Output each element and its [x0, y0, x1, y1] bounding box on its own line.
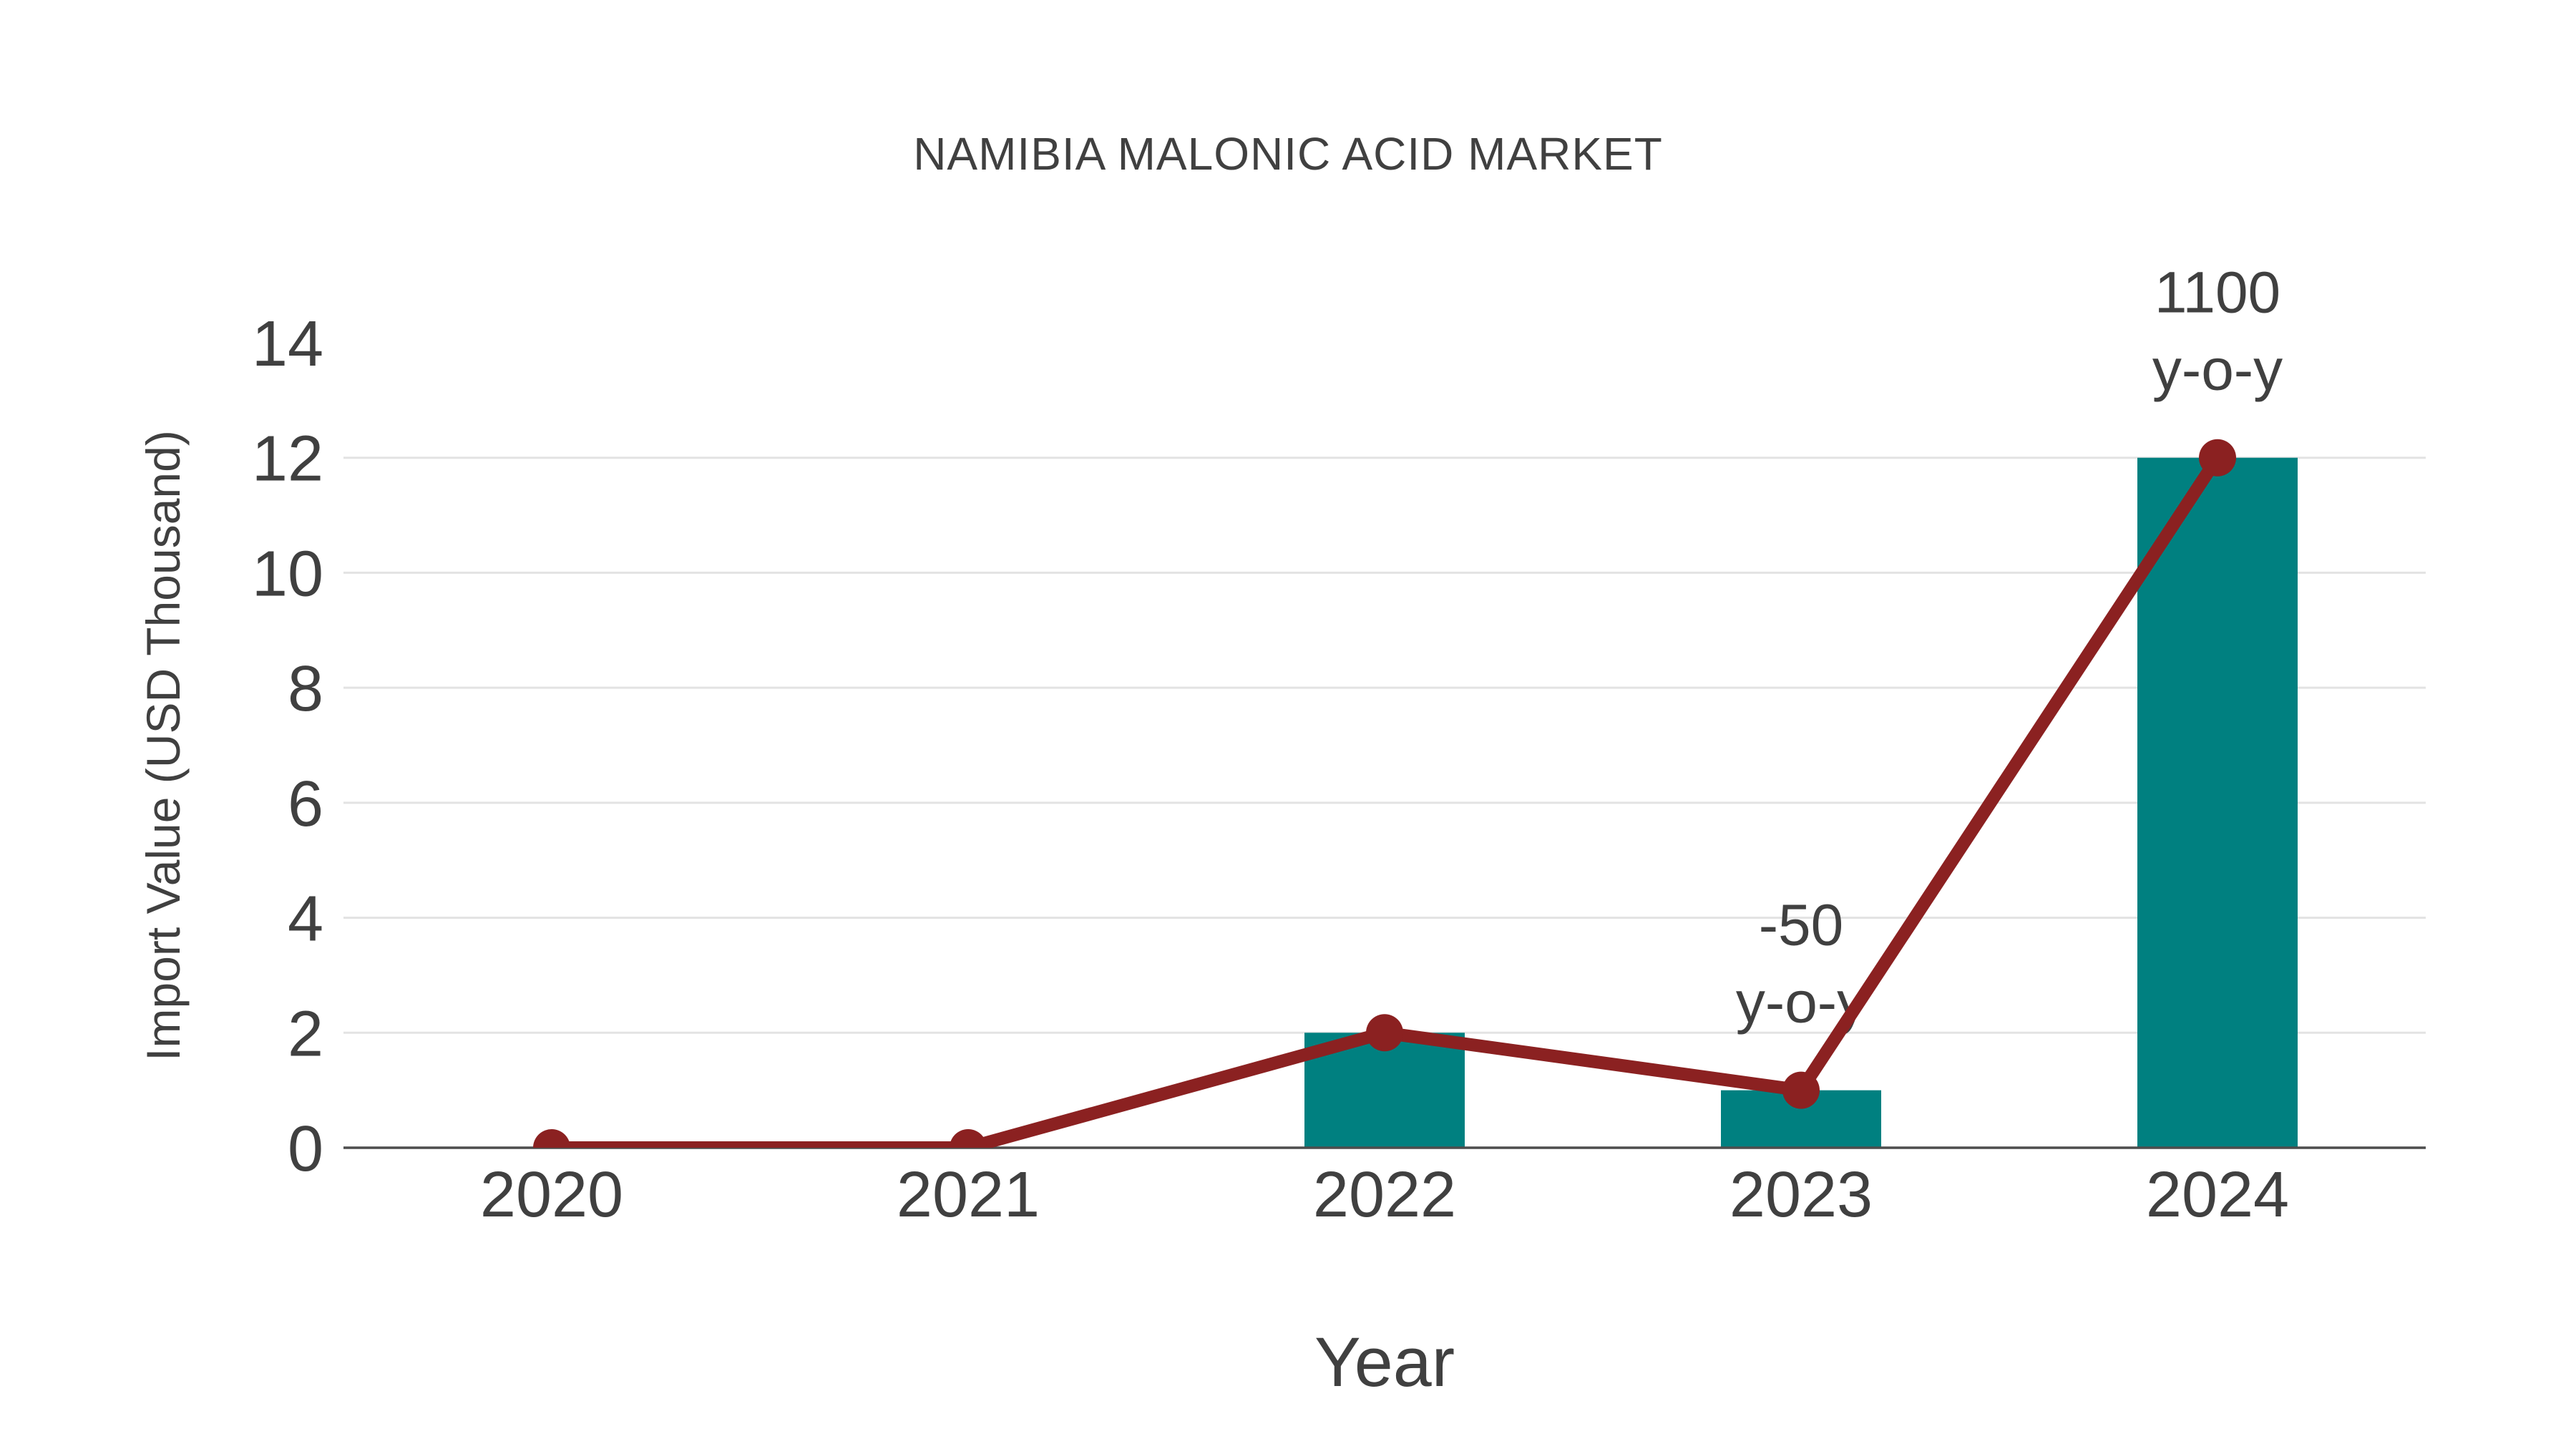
x-axis-title: Year	[1314, 1323, 1455, 1401]
y-tick-label: 6	[288, 769, 323, 840]
x-tick-label: 2023	[1729, 1159, 1873, 1231]
x-tick-label: 2021	[897, 1159, 1040, 1231]
y-tick-label: 2	[288, 998, 323, 1070]
data-point-2021	[950, 1129, 987, 1148]
y-tick-label: 8	[288, 653, 323, 725]
x-tick-label: 2020	[480, 1159, 623, 1231]
chart-title: NAMIBIA MALONIC ACID MARKET	[913, 128, 1663, 180]
y-tick-label: 0	[288, 1113, 323, 1185]
annotation-value-2023: -50	[1759, 893, 1844, 958]
data-point-2022	[1366, 1014, 1403, 1052]
data-point-2020	[533, 1129, 570, 1148]
y-tick-label: 12	[252, 424, 323, 495]
data-point-2024	[2199, 439, 2236, 477]
x-tick-label: 2022	[1313, 1159, 1456, 1231]
annotation-value-2024: 1100	[2155, 260, 2280, 326]
annotation-yoy-2024: y-o-y	[2152, 338, 2283, 403]
y-tick-label: 10	[252, 538, 323, 610]
bar-2024	[2137, 457, 2298, 1148]
trend-group	[533, 439, 2236, 1148]
y-tick-label: 4	[288, 884, 323, 955]
x-tick-label: 2024	[2146, 1159, 2289, 1231]
y-tick-label: 14	[252, 308, 323, 380]
data-point-2023	[1782, 1071, 1820, 1109]
